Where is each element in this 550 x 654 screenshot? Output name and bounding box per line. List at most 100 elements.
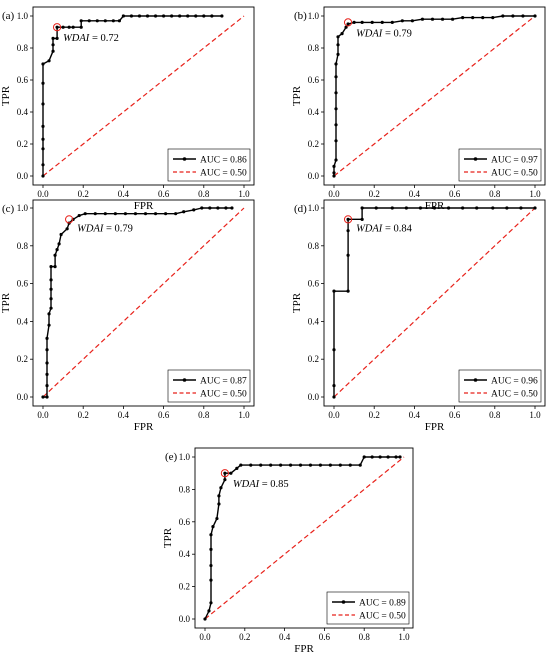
roc-point	[178, 14, 182, 18]
roc-point	[129, 14, 134, 18]
x-tick-label: 0.2	[239, 632, 250, 642]
roc-point	[332, 384, 336, 388]
roc-point	[229, 471, 233, 475]
roc-point	[209, 601, 213, 605]
roc-point	[143, 212, 148, 216]
roc-point	[344, 25, 348, 29]
wdai-value: = 0.72	[89, 33, 119, 44]
roc-point	[209, 547, 213, 551]
roc-point	[340, 31, 344, 36]
roc-point	[145, 14, 150, 18]
y-tick-label: 0.6	[17, 75, 29, 85]
roc-point	[208, 206, 212, 210]
roc-point	[103, 212, 107, 216]
roc-point	[390, 206, 394, 210]
y-tick-label: 0.6	[308, 279, 320, 289]
roc-point	[216, 206, 220, 210]
wdai-annotation: WDAI = 0.79	[77, 223, 133, 234]
legend-marker-roc	[182, 378, 187, 382]
roc-point	[41, 174, 45, 178]
roc-point	[230, 206, 234, 210]
roc-point	[209, 533, 213, 537]
x-tick-label: 0.6	[449, 189, 461, 199]
roc-point	[374, 206, 378, 210]
roc-point	[174, 212, 178, 216]
roc-point	[346, 289, 350, 293]
x-tick-label: 1.0	[238, 410, 250, 420]
roc-point	[378, 455, 382, 459]
x-axis-label: FPR	[134, 200, 154, 212]
roc-point	[55, 247, 59, 252]
roc-point	[51, 43, 55, 47]
x-tick-label: 0.6	[319, 632, 331, 642]
roc-point	[362, 455, 366, 459]
roc-point	[332, 348, 336, 352]
y-tick-label: 0.8	[17, 241, 29, 251]
legend-label-roc: AUC = 0.96	[491, 377, 538, 387]
roc-point	[501, 14, 505, 18]
roc-point	[223, 478, 227, 482]
roc-point	[332, 289, 336, 293]
y-tick-label: 0.4	[17, 107, 29, 117]
x-tick-label: 0.8	[198, 189, 210, 199]
roc-point	[121, 14, 125, 18]
roc-point	[398, 455, 402, 459]
roc-point	[79, 25, 83, 29]
panel-letter: (d)	[294, 203, 307, 215]
x-tick-label: 0.8	[198, 410, 210, 420]
roc-point	[533, 206, 537, 210]
legend-label-roc: AUC = 0.87	[200, 377, 247, 387]
wdai-label: WDAI	[356, 223, 383, 234]
wdai-value: = 0.79	[382, 28, 412, 39]
roc-point	[334, 62, 338, 66]
roc-point	[59, 232, 63, 237]
roc-point	[308, 463, 313, 467]
roc-point	[77, 213, 81, 218]
plot-frame	[32, 6, 255, 186]
roc-curve	[333, 207, 535, 397]
y-tick-label: 0.8	[17, 43, 29, 53]
roc-point	[45, 384, 49, 388]
legend-box	[326, 591, 410, 625]
legend-box	[167, 369, 251, 403]
roc-point	[348, 463, 352, 467]
roc-point	[370, 455, 374, 459]
roc-point	[505, 206, 509, 210]
legend-marker-roc	[473, 378, 478, 382]
roc-point	[235, 466, 239, 470]
legend-marker-roc	[182, 157, 187, 161]
roc-point	[170, 14, 174, 18]
roc-panel-4: (d) 0.0 0.2 0.4 0.6 0.8 1.0 0.0 0.2 0.4 0.6 0.8 1.0 F…	[291, 199, 546, 433]
roc-point	[111, 19, 115, 23]
roc-point	[332, 395, 336, 399]
y-tick-label: 0.0	[17, 171, 29, 181]
y-axis-label: TPR	[162, 527, 174, 548]
roc-point	[346, 22, 350, 26]
roc-point	[519, 206, 523, 210]
x-axis-label: FPR	[425, 421, 445, 433]
x-tick-label: 0.2	[369, 410, 380, 420]
roc-point	[200, 206, 204, 210]
roc-point	[83, 212, 87, 216]
roc-point	[475, 206, 479, 210]
roc-point	[394, 455, 398, 459]
x-axis-label: FPR	[425, 200, 445, 212]
roc-point	[370, 20, 374, 24]
roc-point	[418, 206, 423, 210]
roc-point	[521, 14, 525, 18]
x-tick-label: 0.2	[369, 189, 380, 199]
roc-panel-3: (c) 0.0 0.2 0.4 0.6 0.8 1.0 0.0 0.2 0.4 0.6 0.8 1.0 F…	[0, 199, 255, 433]
y-tick-label: 1.0	[179, 452, 191, 462]
roc-point	[332, 171, 336, 175]
roc-point	[103, 19, 107, 23]
legend-label-roc: AUC = 0.89	[359, 599, 406, 609]
x-tick-label: 1.0	[529, 410, 541, 420]
legend-label-reference: AUC = 0.50	[200, 169, 247, 179]
roc-point	[334, 75, 338, 79]
reference-line	[333, 15, 536, 177]
roc-point	[45, 395, 49, 399]
roc-point	[203, 617, 207, 621]
y-tick-label: 0.2	[17, 139, 28, 149]
reference-line	[333, 207, 536, 398]
roc-point	[67, 25, 71, 29]
